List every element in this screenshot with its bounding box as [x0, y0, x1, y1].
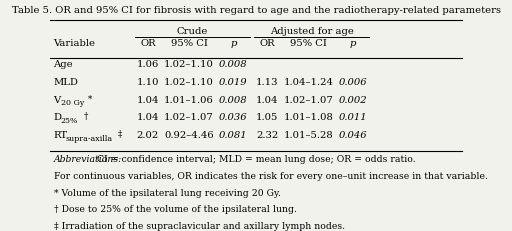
Text: 1.06: 1.06: [137, 60, 159, 69]
Text: Crude: Crude: [177, 27, 208, 36]
Text: 95% CI: 95% CI: [170, 39, 207, 48]
Text: *: *: [88, 95, 92, 104]
Text: 0.019: 0.019: [219, 78, 248, 87]
Text: p: p: [230, 39, 237, 48]
Text: Adjusted for age: Adjusted for age: [270, 27, 354, 36]
Text: 95% CI: 95% CI: [290, 39, 327, 48]
Text: 1.04: 1.04: [137, 113, 159, 122]
Text: For continuous variables, OR indicates the risk for every one–unit increase in t: For continuous variables, OR indicates t…: [54, 172, 488, 181]
Text: 1.01–1.08: 1.01–1.08: [284, 113, 333, 122]
Text: V: V: [53, 96, 60, 105]
Text: Variable: Variable: [53, 39, 95, 48]
Text: p: p: [350, 39, 356, 48]
Text: Table 5. OR and 95% CI for fibrosis with regard to age and the radiotherapy-rela: Table 5. OR and 95% CI for fibrosis with…: [12, 6, 501, 15]
Text: 2.02: 2.02: [137, 131, 159, 140]
Text: 1.02–1.10: 1.02–1.10: [164, 60, 214, 69]
Text: 1.02–1.10: 1.02–1.10: [164, 78, 214, 87]
Text: RT: RT: [53, 131, 68, 140]
Text: 1.01–5.28: 1.01–5.28: [284, 131, 333, 140]
Text: ‡ Irradiation of the supraclavicular and axillary lymph nodes.: ‡ Irradiation of the supraclavicular and…: [54, 222, 345, 231]
Text: MLD: MLD: [53, 78, 78, 87]
Text: †: †: [84, 112, 88, 122]
Text: OR: OR: [140, 39, 156, 48]
Text: ‡: ‡: [118, 130, 122, 139]
Text: 0.036: 0.036: [219, 113, 248, 122]
Text: 1.02–1.07: 1.02–1.07: [284, 96, 333, 105]
Text: 0.92–4.46: 0.92–4.46: [164, 131, 214, 140]
Text: 1.02–1.07: 1.02–1.07: [164, 113, 214, 122]
Text: Abbreviations:: Abbreviations:: [54, 155, 122, 164]
Text: OR: OR: [260, 39, 275, 48]
Text: * Volume of the ipsilateral lung receiving 20 Gy.: * Volume of the ipsilateral lung receivi…: [54, 189, 281, 198]
Text: supra-axilla: supra-axilla: [65, 135, 112, 143]
Text: 1.04: 1.04: [256, 96, 279, 105]
Text: 0.008: 0.008: [219, 60, 248, 69]
Text: 25%: 25%: [61, 117, 78, 125]
Text: 1.05: 1.05: [256, 113, 279, 122]
Text: 2.32: 2.32: [257, 131, 279, 140]
Text: 0.011: 0.011: [338, 113, 367, 122]
Text: 1.04–1.24: 1.04–1.24: [284, 78, 334, 87]
Text: CI = confidence interval; MLD = mean lung dose; OR = odds ratio.: CI = confidence interval; MLD = mean lun…: [94, 155, 416, 164]
Text: 1.13: 1.13: [256, 78, 279, 87]
Text: Age: Age: [53, 60, 73, 69]
Text: 0.081: 0.081: [219, 131, 248, 140]
Text: 1.10: 1.10: [137, 78, 159, 87]
Text: 0.002: 0.002: [338, 96, 367, 105]
Text: 0.046: 0.046: [338, 131, 367, 140]
Text: † Dose to 25% of the volume of the ipsilateral lung.: † Dose to 25% of the volume of the ipsil…: [54, 205, 297, 214]
Text: 20 Gy: 20 Gy: [61, 99, 84, 107]
Text: D: D: [53, 113, 61, 122]
Text: 1.01–1.06: 1.01–1.06: [164, 96, 214, 105]
Text: 0.006: 0.006: [338, 78, 367, 87]
Text: 0.008: 0.008: [219, 96, 248, 105]
Text: 1.04: 1.04: [137, 96, 159, 105]
